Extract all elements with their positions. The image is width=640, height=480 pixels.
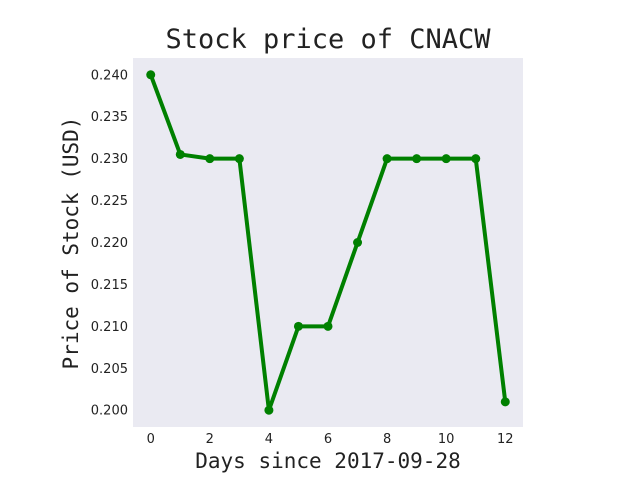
series-group: [146, 70, 510, 415]
y-axis-label: Price of Stock (USD): [59, 117, 83, 370]
data-point: [323, 321, 333, 331]
data-point: [500, 397, 510, 407]
x-tick-label: 6: [324, 432, 332, 447]
y-tick-label: 0.200: [91, 404, 128, 419]
data-point: [205, 154, 215, 164]
x-tick-label: 8: [383, 432, 391, 447]
data-point: [234, 154, 244, 164]
data-point: [146, 70, 156, 80]
x-tick-label: 0: [147, 432, 155, 447]
plot-area: [133, 58, 523, 427]
y-tick-label: 0.215: [91, 278, 128, 293]
data-point: [471, 154, 481, 164]
y-tick-labels: 0.200 0.205 0.210 0.215 0.220 0.225 0.230 0.235…: [91, 68, 128, 418]
data-point: [175, 149, 185, 159]
chart-title: Stock price of CNACW: [165, 24, 491, 55]
x-axis-label: Days since 2017-09-28: [195, 449, 461, 473]
y-tick-label: 0.220: [91, 236, 128, 251]
x-tick-labels: 0 2 4 6 8 10 12: [147, 432, 514, 447]
y-tick-label: 0.235: [91, 110, 128, 125]
data-point: [353, 238, 363, 247]
x-tick-label: 4: [265, 432, 273, 447]
x-tick-label: 2: [206, 432, 214, 447]
data-point: [293, 321, 303, 331]
x-tick-label: 10: [438, 432, 455, 447]
y-tick-label: 0.205: [91, 362, 128, 377]
y-tick-label: 0.210: [91, 320, 128, 335]
y-tick-label: 0.225: [91, 194, 128, 209]
data-point: [441, 154, 451, 164]
x-tick-label: 12: [497, 432, 514, 447]
y-tick-label: 0.240: [91, 68, 128, 83]
y-tick-label: 0.230: [91, 152, 128, 167]
data-point: [264, 405, 274, 415]
data-point: [412, 154, 422, 164]
data-point: [382, 154, 392, 164]
